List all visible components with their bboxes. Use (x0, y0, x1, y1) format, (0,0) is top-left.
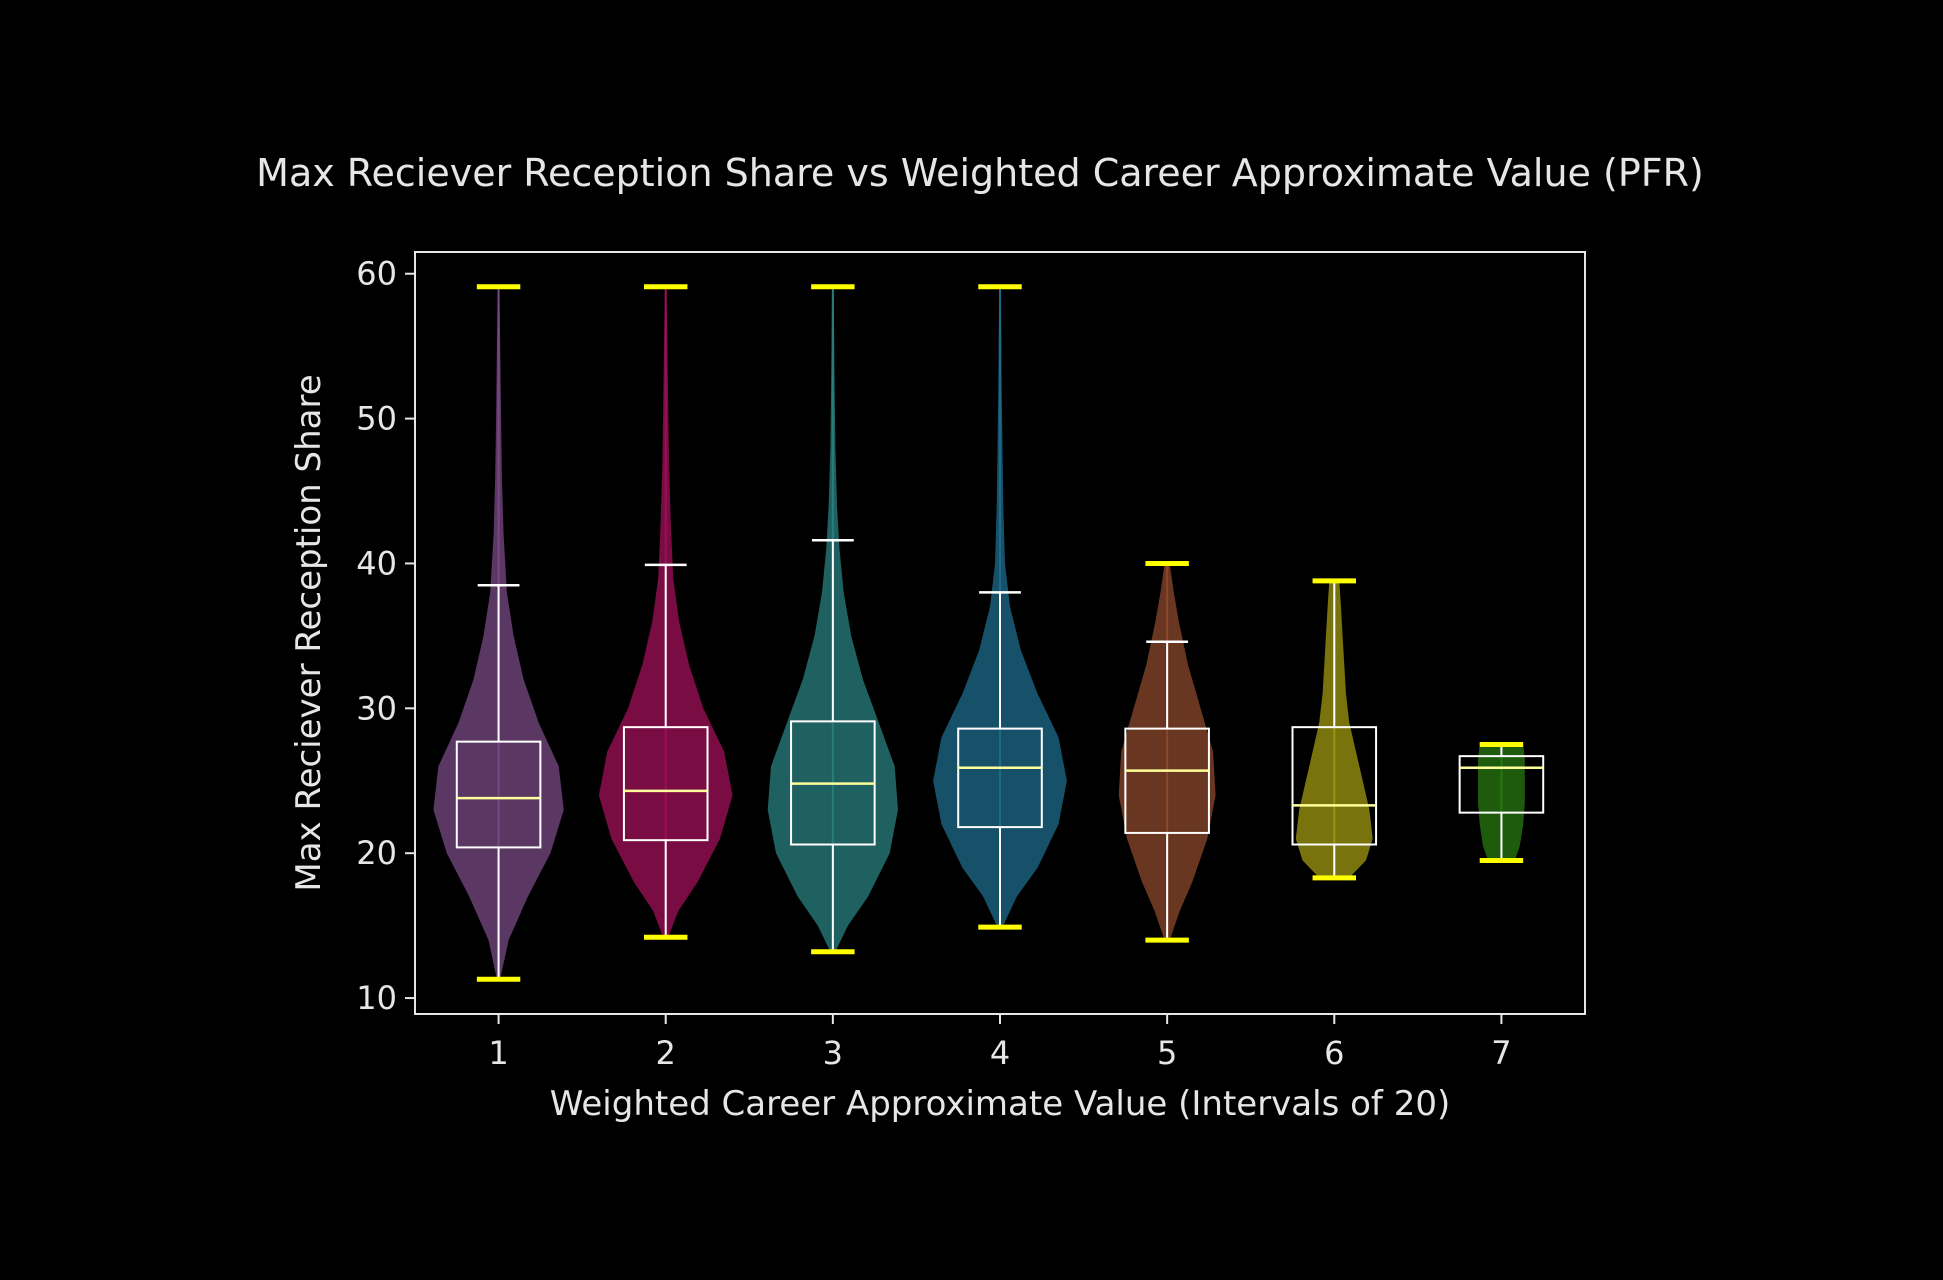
y-tick-label-10: 10 (356, 979, 397, 1017)
x-tick-label-5: 5 (1157, 1034, 1177, 1072)
y-tick-label-50: 50 (356, 400, 397, 438)
y-axis-label: Max Reciever Reception Share (289, 374, 329, 891)
y-tick-label-60: 60 (356, 255, 397, 293)
x-tick-label-7: 7 (1491, 1034, 1511, 1072)
x-tick-label-2: 2 (656, 1034, 676, 1072)
y-tick-label-30: 30 (356, 689, 397, 727)
axes: 10 20 30 40 50 60 1 2 3 4 5 6 7 (356, 255, 1511, 1072)
x-tick-label-1: 1 (488, 1034, 508, 1072)
chart-title: Max Reciever Reception Share vs Weighted… (256, 151, 1704, 195)
x-tick-label-6: 6 (1324, 1034, 1344, 1072)
plot-area (433, 284, 1545, 982)
x-tick-label-4: 4 (990, 1034, 1010, 1072)
y-tick-label-20: 20 (356, 834, 397, 872)
x-axis-label: Weighted Career Approximate Value (Inter… (550, 1084, 1450, 1124)
y-tick-label-40: 40 (356, 544, 397, 582)
x-tick-label-3: 3 (823, 1034, 843, 1072)
